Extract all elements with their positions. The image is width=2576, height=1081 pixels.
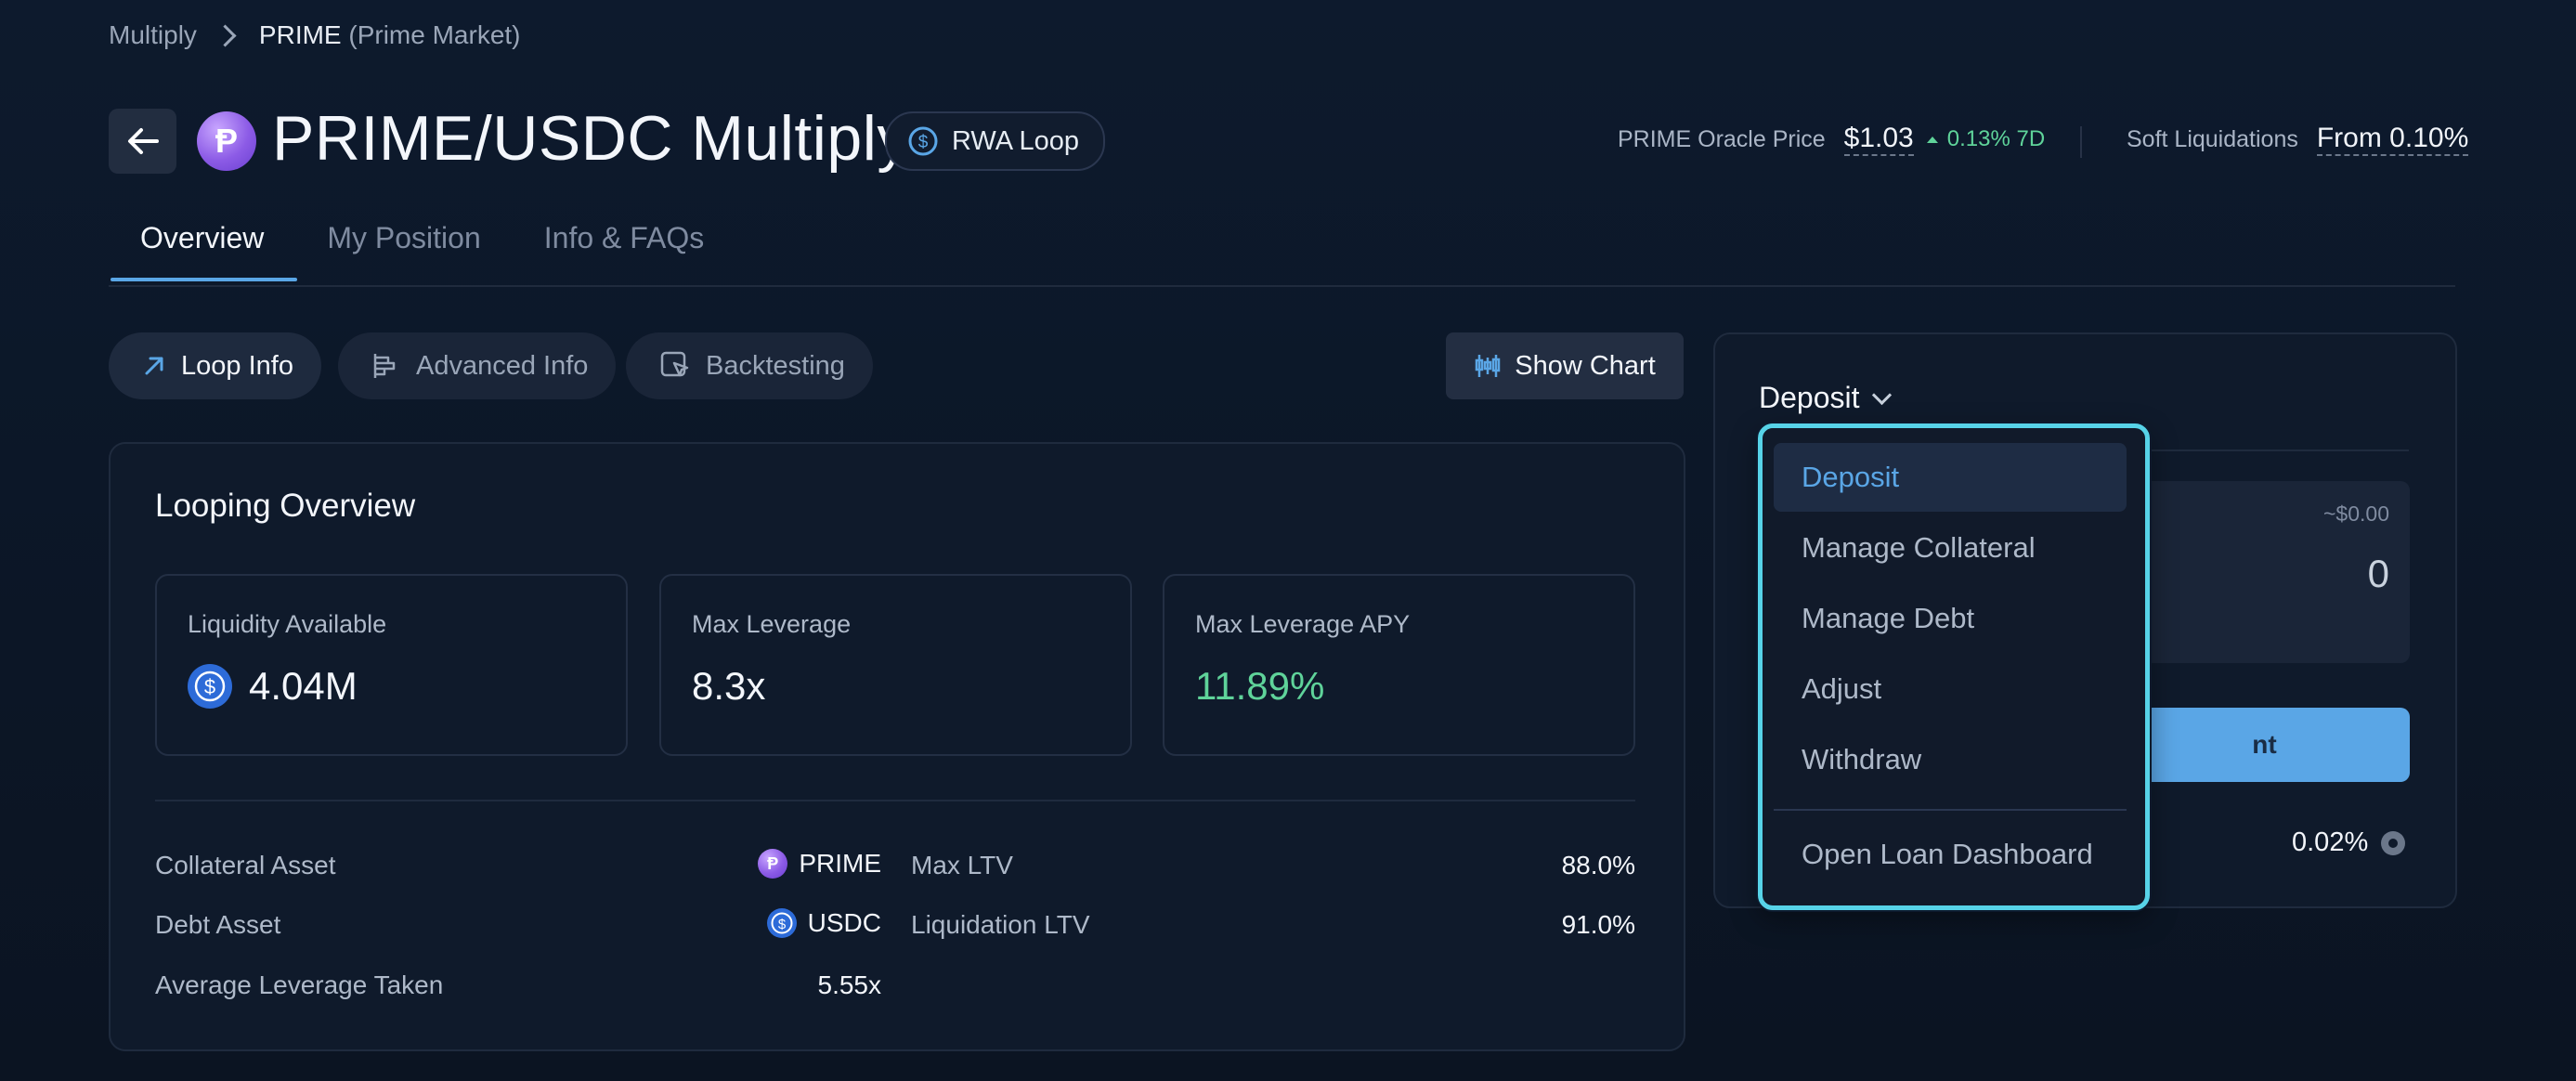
- cursor-select-icon: [660, 351, 689, 377]
- row-value-debt-asset: $ USDC: [650, 908, 881, 938]
- breadcrumb-current: PRIME: [258, 20, 342, 49]
- dollar-circle-icon: $: [908, 126, 938, 156]
- badge-label: RWA Loop: [952, 125, 1080, 156]
- oracle-change: 0.13% 7D: [1926, 126, 2045, 152]
- row-value-collateral-asset: Ᵽ PRIME: [650, 849, 881, 879]
- show-chart-button[interactable]: Show Chart: [1446, 332, 1684, 399]
- breadcrumb-parent[interactable]: Multiply: [109, 20, 197, 49]
- row-label-collateral-asset: Collateral Asset: [155, 851, 336, 879]
- row-label-max-ltv: Max LTV: [911, 851, 1013, 879]
- stat-max-leverage: Max Leverage 8.3x: [659, 574, 1132, 756]
- soft-liq-label: Soft Liquidations: [2127, 125, 2298, 152]
- action-mode-dropdown: Deposit Manage Collateral Manage Debt Ad…: [1758, 423, 2150, 910]
- menu-item-open-loan-dashboard[interactable]: Open Loan Dashboard: [1802, 838, 2093, 870]
- rwa-loop-badge: $ RWA Loop: [885, 111, 1106, 171]
- usdc-icon: $: [188, 664, 232, 709]
- row-label-debt-asset: Debt Asset: [155, 910, 281, 939]
- row-value-max-ltv: 88.0%: [1561, 851, 1635, 879]
- card-title: Looping Overview: [155, 488, 416, 524]
- page-title: PRIME/USDC Multiply: [272, 103, 909, 174]
- menu-divider: [1774, 809, 2127, 811]
- menu-item-deposit[interactable]: Deposit: [1774, 443, 2127, 512]
- tabs-divider: [109, 285, 2455, 287]
- menu-item-withdraw[interactable]: Withdraw: [1802, 743, 1922, 775]
- arrow-up-right-icon: [145, 357, 163, 375]
- subtab-advanced-info[interactable]: Advanced Info: [338, 332, 617, 399]
- svg-text:$: $: [204, 675, 215, 698]
- chevron-down-icon: [1871, 384, 1892, 406]
- stat-label: Liquidity Available: [188, 610, 387, 638]
- back-button[interactable]: [109, 109, 176, 174]
- slippage-value: 0.02%: [2292, 827, 2369, 857]
- deposit-submit-button[interactable]: nt: [2117, 708, 2410, 782]
- stat-liquidity-available: Liquidity Available $ 4.04M: [155, 574, 628, 756]
- subtab-loop-info[interactable]: Loop Info: [109, 332, 321, 399]
- row-label-average-leverage: Average Leverage Taken: [155, 970, 444, 999]
- stat-value: 11.89%: [1195, 664, 1325, 708]
- candlestick-chart-icon: [1475, 355, 1501, 377]
- row-value-liquidation-ltv: 91.0%: [1561, 910, 1635, 939]
- subtab-backtesting[interactable]: Backtesting: [626, 332, 873, 399]
- header-divider: [2080, 126, 2082, 158]
- oracle-label: PRIME Oracle Price: [1618, 125, 1826, 152]
- menu-item-adjust[interactable]: Adjust: [1802, 672, 1882, 705]
- card-divider: [155, 800, 1635, 801]
- usdc-icon: $: [766, 908, 797, 938]
- oracle-price-value[interactable]: $1.03: [1843, 123, 1914, 156]
- breadcrumb-current-sub: (Prime Market): [348, 20, 521, 49]
- oracle-price: PRIME Oracle Price $1.03 0.13% 7D: [1618, 123, 2045, 156]
- amount-value: 0: [2367, 552, 2389, 595]
- amount-input[interactable]: ~$0.00 0: [2117, 481, 2410, 663]
- menu-item-manage-collateral[interactable]: Manage Collateral: [1802, 531, 2036, 564]
- arrow-left-icon: [127, 128, 159, 154]
- usd-value-hint: ~$0.00: [2323, 501, 2389, 526]
- row-label-liquidation-ltv: Liquidation LTV: [911, 910, 1090, 939]
- tab-info-faqs[interactable]: Info & FAQs: [543, 221, 705, 254]
- prime-token-icon: Ᵽ: [758, 849, 788, 879]
- chevron-right-icon: [214, 23, 237, 47]
- stat-value: 8.3x: [692, 664, 766, 708]
- gear-icon[interactable]: [2381, 830, 2406, 855]
- row-value-average-leverage: 5.55x: [817, 970, 882, 999]
- stat-label: Max Leverage: [692, 610, 852, 638]
- stat-max-leverage-apy: Max Leverage APY 11.89%: [1163, 574, 1635, 756]
- action-mode-selector[interactable]: Deposit: [1759, 381, 1892, 415]
- bar-chart-horizontal-icon: [373, 354, 396, 378]
- svg-text:$: $: [777, 917, 786, 932]
- slippage-setting: 0.02%: [2292, 827, 2406, 858]
- stat-label: Max Leverage APY: [1195, 610, 1411, 638]
- stat-value: $ 4.04M: [188, 664, 358, 709]
- svg-text:$: $: [918, 133, 929, 152]
- active-tab-indicator: [111, 278, 297, 281]
- prime-token-icon: Ᵽ: [197, 111, 256, 171]
- caret-up-icon: [1926, 136, 1938, 143]
- menu-item-manage-debt[interactable]: Manage Debt: [1802, 602, 1975, 634]
- soft-liq-value[interactable]: From 0.10%: [2316, 123, 2469, 156]
- soft-liquidations: Soft Liquidations From 0.10%: [2127, 123, 2469, 156]
- tab-overview[interactable]: Overview: [140, 221, 265, 254]
- breadcrumb: Multiply PRIME (Prime Market): [109, 20, 521, 50]
- main-tabs: Overview My Position Info & FAQs: [109, 214, 735, 278]
- tab-my-position[interactable]: My Position: [327, 221, 481, 254]
